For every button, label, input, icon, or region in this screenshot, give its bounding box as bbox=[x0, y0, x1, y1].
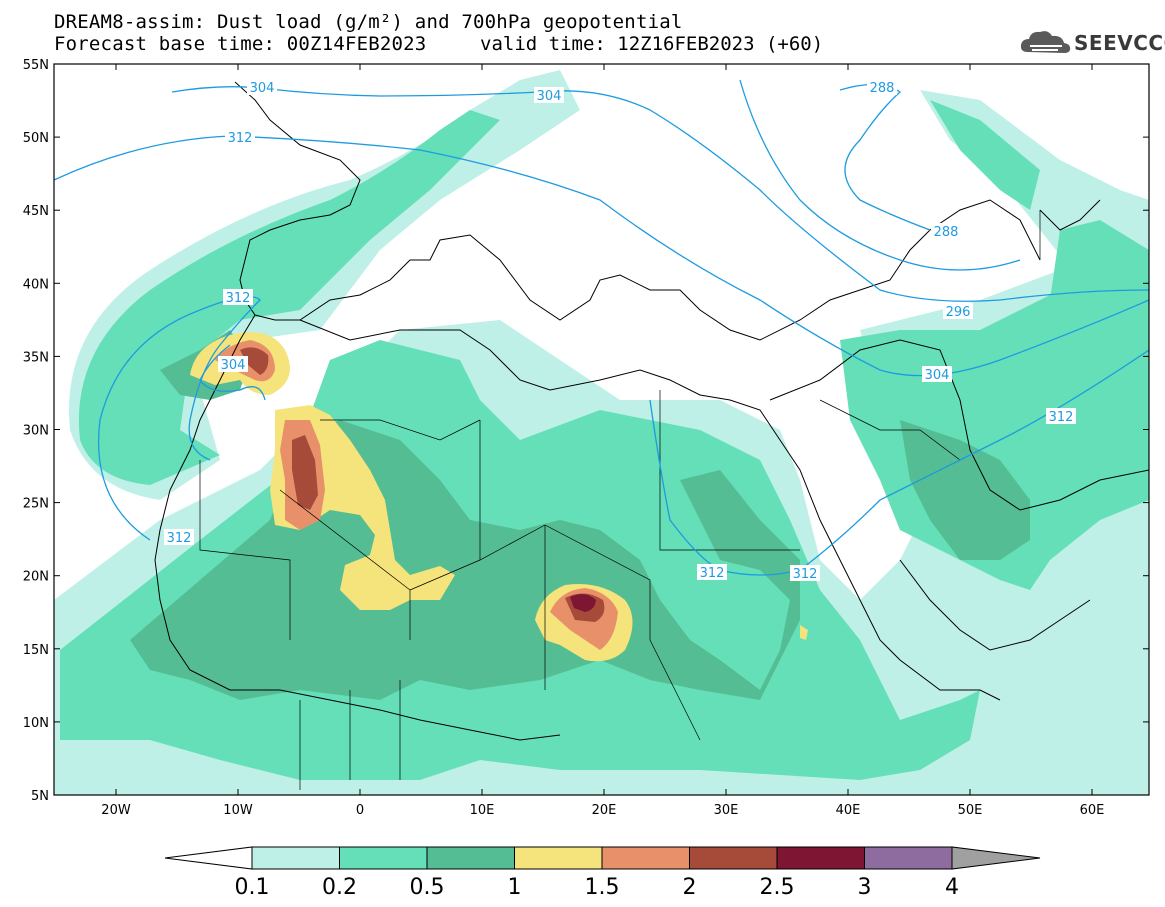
longitude-axis: 20W 10W 0 10E 20E 30E 40E 50E 60E bbox=[101, 64, 1104, 818]
dust-fields bbox=[54, 64, 1149, 795]
cloud-icon bbox=[1020, 31, 1071, 53]
country-borders bbox=[199, 210, 1041, 790]
colorbar-legend: 0.1 0.2 0.5 1 1.5 2 2.5 3 4 bbox=[164, 846, 1041, 900]
svg-text:304: 304 bbox=[221, 358, 246, 373]
contour-label: 304 bbox=[534, 87, 564, 104]
lon-tick-label: 20W bbox=[101, 803, 131, 818]
lat-tick-label: 25N bbox=[23, 497, 49, 512]
lon-tick-label: 60E bbox=[1080, 803, 1105, 818]
contour-label: 296 bbox=[943, 303, 973, 320]
lat-tick-label: 10N bbox=[23, 716, 49, 731]
contour-label: 312 bbox=[223, 289, 253, 306]
lon-tick-label: 30E bbox=[714, 803, 739, 818]
lon-tick-label: 0 bbox=[356, 803, 364, 818]
colorbar-label: 4 bbox=[945, 875, 959, 900]
colorbar-under-arrow bbox=[164, 846, 253, 870]
contour-label: 312 bbox=[225, 129, 255, 146]
colorbar-segment bbox=[426, 846, 515, 870]
svg-text:296: 296 bbox=[946, 305, 971, 320]
valid-time: valid time: 12Z16FEB2023 (+60) bbox=[480, 33, 824, 55]
colorbar-label: 0.2 bbox=[322, 875, 357, 900]
chart-title: DREAM8-assim: Dust load (g/m²) and 700hP… bbox=[54, 11, 683, 33]
colorbar-segment bbox=[776, 846, 865, 870]
colorbar-segment bbox=[601, 846, 690, 870]
lon-tick-label: 50E bbox=[958, 803, 983, 818]
lat-tick-label: 55N bbox=[23, 58, 49, 73]
seevccc-logo: SEEVCCC bbox=[1018, 26, 1165, 60]
lat-tick-label: 50N bbox=[23, 131, 49, 146]
colorbar-label: 1.5 bbox=[585, 875, 620, 900]
contour-label: 288 bbox=[931, 223, 961, 240]
coastlines bbox=[154, 81, 1149, 741]
svg-text:312: 312 bbox=[700, 566, 725, 581]
svg-text:288: 288 bbox=[934, 225, 959, 240]
contour-label: 312 bbox=[164, 529, 194, 546]
svg-text:312: 312 bbox=[793, 567, 818, 582]
colorbar-over-arrow bbox=[951, 846, 1041, 870]
svg-text:312: 312 bbox=[228, 131, 253, 146]
logo-text: SEEVCCC bbox=[1074, 31, 1165, 55]
colorbar-label: 2.5 bbox=[760, 875, 795, 900]
colorbar-segment bbox=[251, 846, 340, 870]
contour-label: 312 bbox=[1046, 408, 1076, 425]
svg-text:304: 304 bbox=[250, 81, 275, 96]
svg-text:312: 312 bbox=[226, 291, 251, 306]
lat-tick-label: 30N bbox=[23, 424, 49, 439]
lat-tick-label: 45N bbox=[23, 204, 49, 219]
colorbar-segment bbox=[689, 846, 778, 870]
lon-tick-label: 40E bbox=[836, 803, 861, 818]
contour-label: 304 bbox=[922, 366, 952, 383]
latitude-axis: 55N 50N 45N 40N 35N 30N 25N 20N 15N 10N 5N bbox=[23, 58, 1149, 804]
lat-tick-label: 20N bbox=[23, 570, 49, 585]
svg-text:312: 312 bbox=[167, 531, 192, 546]
svg-text:304: 304 bbox=[925, 368, 950, 383]
svg-text:288: 288 bbox=[870, 81, 895, 96]
contour-label: 288 bbox=[867, 79, 897, 96]
lat-tick-label: 15N bbox=[23, 643, 49, 658]
colorbar-label: 0.1 bbox=[235, 875, 270, 900]
lon-tick-label: 10W bbox=[223, 803, 253, 818]
contour-label: 304 bbox=[218, 356, 248, 373]
colorbar-label: 1 bbox=[508, 875, 522, 900]
contour-labels: 304 304 288 312 288 312 296 304 304 312 312 312 312 bbox=[164, 79, 1076, 582]
forecast-base-time: Forecast base time: 00Z14FEB2023 bbox=[54, 33, 427, 55]
colorbar-segment bbox=[514, 846, 603, 870]
svg-text:312: 312 bbox=[1049, 410, 1074, 425]
colorbar-segment bbox=[864, 846, 953, 870]
lat-tick-label: 40N bbox=[23, 277, 49, 292]
contour-label: 312 bbox=[697, 564, 727, 581]
lat-tick-label: 5N bbox=[31, 789, 49, 804]
lon-tick-label: 10E bbox=[470, 803, 495, 818]
colorbar-label: 0.5 bbox=[410, 875, 445, 900]
colorbar-label: 3 bbox=[858, 875, 872, 900]
contour-label: 312 bbox=[790, 565, 820, 582]
colorbar-segment bbox=[339, 846, 428, 870]
contour-label: 304 bbox=[247, 79, 277, 96]
lon-tick-label: 20E bbox=[592, 803, 617, 818]
lat-tick-label: 35N bbox=[23, 350, 49, 365]
svg-text:304: 304 bbox=[537, 89, 562, 104]
colorbar-label: 2 bbox=[683, 875, 697, 900]
